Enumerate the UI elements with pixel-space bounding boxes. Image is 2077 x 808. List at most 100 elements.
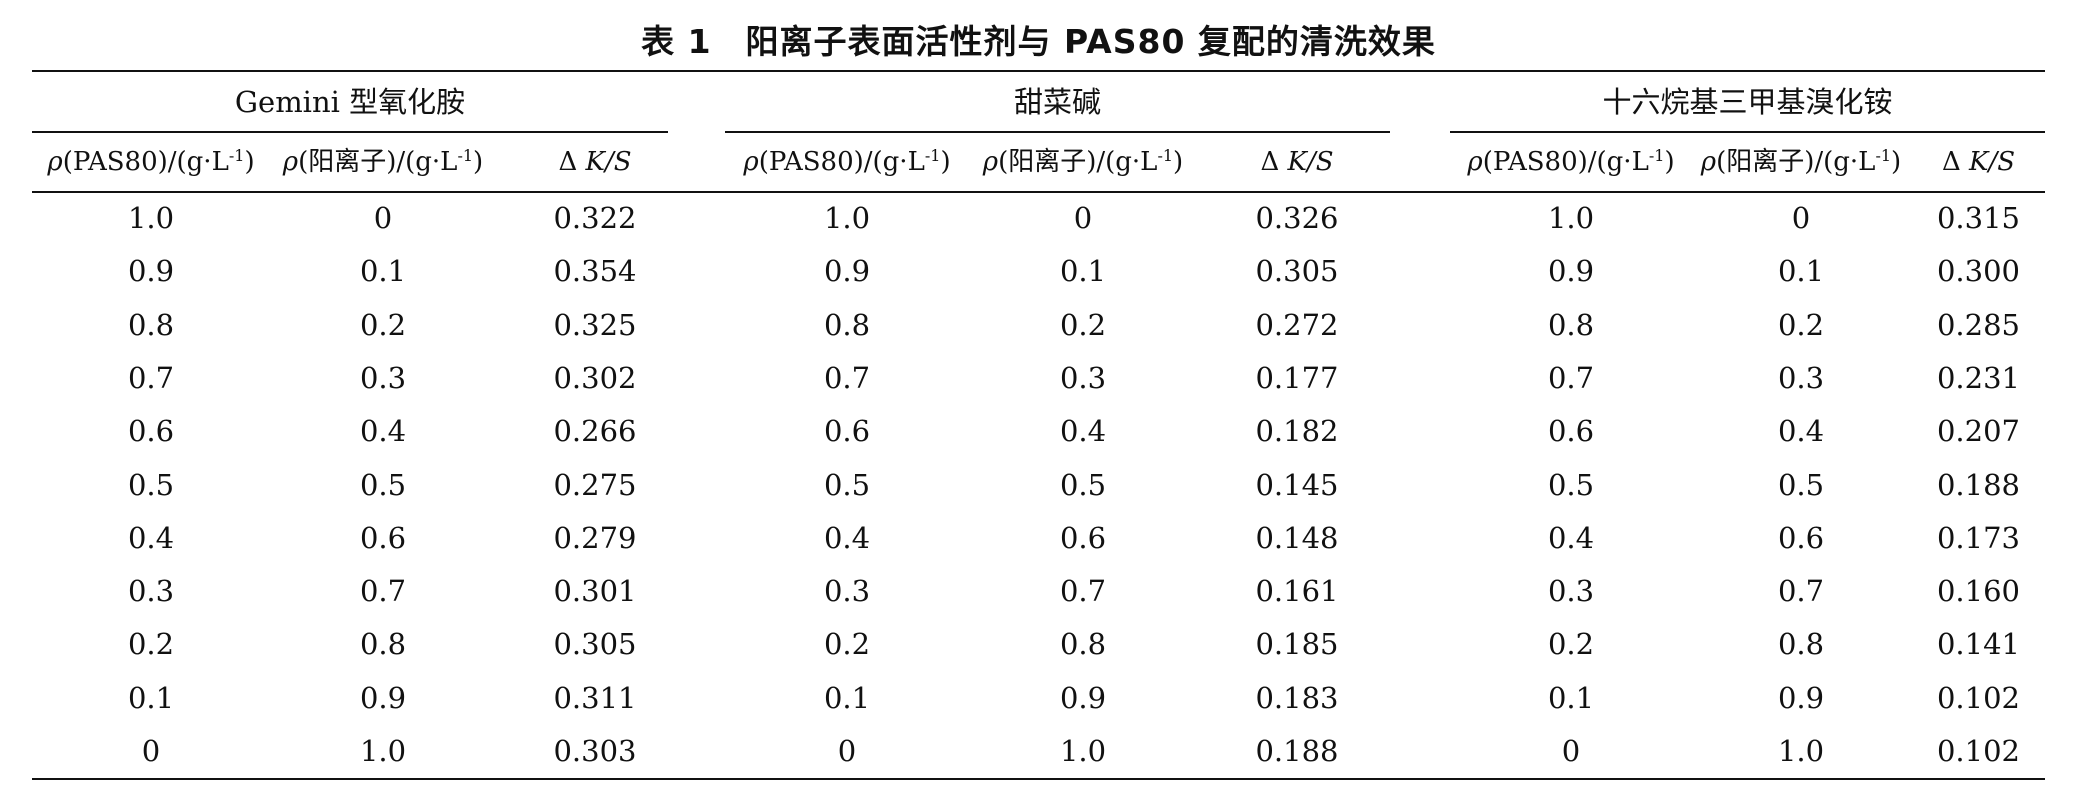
table-cell: 0.2 xyxy=(127,627,175,662)
table-cell: 0.7 xyxy=(823,360,871,395)
table-cell: 0.1 xyxy=(1777,254,1825,289)
table-cell: 0.6 xyxy=(359,520,407,555)
table-cell: 0.5 xyxy=(1777,467,1825,502)
table-cell: 0.8 xyxy=(1777,627,1825,662)
table-cell: 0.145 xyxy=(1255,467,1339,502)
rho-symbol: ρ xyxy=(743,147,759,177)
table-cell: 0 xyxy=(837,734,857,768)
table-cell: 0.1 xyxy=(823,680,871,715)
column-header-cation-concentration: ρ(阳离子)/(g·L-1) xyxy=(270,138,496,186)
table-cell: 0.3 xyxy=(1547,574,1595,609)
table-cell: 0.272 xyxy=(1255,307,1339,342)
header-superscript: -1 xyxy=(457,146,474,165)
table-cell: 0.7 xyxy=(359,574,407,609)
header-text: (阳离子)/(g·L xyxy=(998,147,1158,177)
header-text: ) xyxy=(1173,147,1184,177)
delta-symbol: Δ xyxy=(558,147,586,177)
table-cell: 0.305 xyxy=(1255,254,1339,289)
table-cell: 0.207 xyxy=(1936,414,2021,449)
group-rule xyxy=(1450,131,2045,133)
rho-symbol: ρ xyxy=(1467,147,1483,177)
table-cell: 0.325 xyxy=(553,307,637,342)
table-cell: 0.311 xyxy=(553,680,637,715)
group-rule xyxy=(725,131,1390,133)
table-cell: 0.185 xyxy=(1255,627,1339,662)
table-cell: 0.1 xyxy=(1059,254,1107,289)
header-text: (PAS80)/(g·L xyxy=(1482,147,1649,177)
table-cell: 0.4 xyxy=(359,414,407,449)
table-cell: 0.3 xyxy=(127,574,175,609)
table-cell: 0.2 xyxy=(359,307,407,342)
table-cell: 0.4 xyxy=(1547,520,1595,555)
header-text: ) xyxy=(473,147,484,177)
top-rule xyxy=(32,70,2045,72)
table-cell: 0.2 xyxy=(823,627,871,662)
table-cell: 0.7 xyxy=(1547,360,1595,395)
group-title: Gemini 型氧化胺 xyxy=(234,85,466,119)
table-cell: 0.3 xyxy=(1059,360,1107,395)
table-cell: 0.6 xyxy=(1547,414,1595,449)
table-cell: 0.6 xyxy=(823,414,871,449)
table-cell: 0.102 xyxy=(1936,734,2021,768)
table-cell: 0.3 xyxy=(823,574,871,609)
column-header-pas80-concentration: ρ(PAS80)/(g·L-1) xyxy=(32,138,270,186)
table-cell: 0.9 xyxy=(823,254,871,289)
table-cell: 0.8 xyxy=(1547,307,1595,342)
table-cell: 0.2 xyxy=(1059,307,1107,342)
header-superscript: -1 xyxy=(228,146,245,165)
ks-symbol: K/S xyxy=(1287,147,1334,177)
table-cell: 0.148 xyxy=(1255,520,1339,555)
table-cell: 0.188 xyxy=(1936,467,2021,502)
column-header-delta-ks: Δ K/S xyxy=(510,138,680,186)
table-cell: 1.0 xyxy=(359,734,407,768)
table-cell: 1.0 xyxy=(1547,201,1595,235)
rho-symbol: ρ xyxy=(47,147,63,177)
header-text: ) xyxy=(244,147,255,177)
header-text: ) xyxy=(1891,147,1902,177)
table-cell: 0.305 xyxy=(553,627,637,662)
table-caption: 表 1 阳离子表面活性剂与 PAS80 复配的清洗效果 xyxy=(0,18,2077,66)
table-cell: 0.9 xyxy=(1547,254,1595,289)
rho-symbol: ρ xyxy=(982,147,999,177)
table-cell: 0.6 xyxy=(1777,520,1825,555)
table-cell: 0.1 xyxy=(127,680,175,715)
table-cell: 0.7 xyxy=(127,360,175,395)
table-cell: 0.5 xyxy=(1547,467,1595,502)
header-text: (阳离子)/(g·L xyxy=(1716,147,1876,177)
table-cell: 0.3 xyxy=(359,360,407,395)
table-cell: 0 xyxy=(1791,201,1811,235)
table-cell: 0.3 xyxy=(1777,360,1825,395)
ks-symbol: K/S xyxy=(1969,147,2016,177)
table-cell: 0.1 xyxy=(1547,680,1595,715)
table-cell: 0.8 xyxy=(359,627,407,662)
table-number: 表 1 xyxy=(641,22,712,61)
table-cell: 0.161 xyxy=(1255,574,1339,609)
bottom-rule xyxy=(32,778,2045,780)
table-cell: 0.4 xyxy=(1777,414,1825,449)
table-cell: 0.183 xyxy=(1255,680,1339,715)
table-title: 阳离子表面活性剂与 PAS80 复配的清洗效果 xyxy=(745,22,1436,61)
table-cell: 0.9 xyxy=(359,680,407,715)
group-title: 甜菜碱 xyxy=(1013,85,1101,119)
delta-symbol: Δ xyxy=(1260,147,1288,177)
header-superscript: -1 xyxy=(1648,146,1665,165)
table-cell: 0.315 xyxy=(1936,201,2021,235)
header-rule xyxy=(32,191,2045,193)
table-cell: 0.173 xyxy=(1936,520,2021,555)
table-cell: 0.266 xyxy=(553,414,637,449)
table-cell: 0.102 xyxy=(1936,680,2021,715)
header-text: (PAS80)/(g·L xyxy=(62,147,229,177)
delta-symbol: Δ xyxy=(1941,147,1970,177)
table-cell: 0.9 xyxy=(127,254,175,289)
table-cell: 0.5 xyxy=(1059,467,1107,502)
table-cell: 0 xyxy=(141,734,161,768)
table-cell: 0.160 xyxy=(1936,574,2021,609)
group-rule xyxy=(32,131,668,133)
table-cell: 0.8 xyxy=(1059,627,1107,662)
table-cell: 0.301 xyxy=(553,574,637,609)
table-cell: 0.6 xyxy=(127,414,175,449)
rho-symbol: ρ xyxy=(282,147,299,177)
table-cell: 0.279 xyxy=(553,520,637,555)
table-cell: 0.275 xyxy=(553,467,637,502)
table-cell: 0 xyxy=(1561,734,1581,768)
